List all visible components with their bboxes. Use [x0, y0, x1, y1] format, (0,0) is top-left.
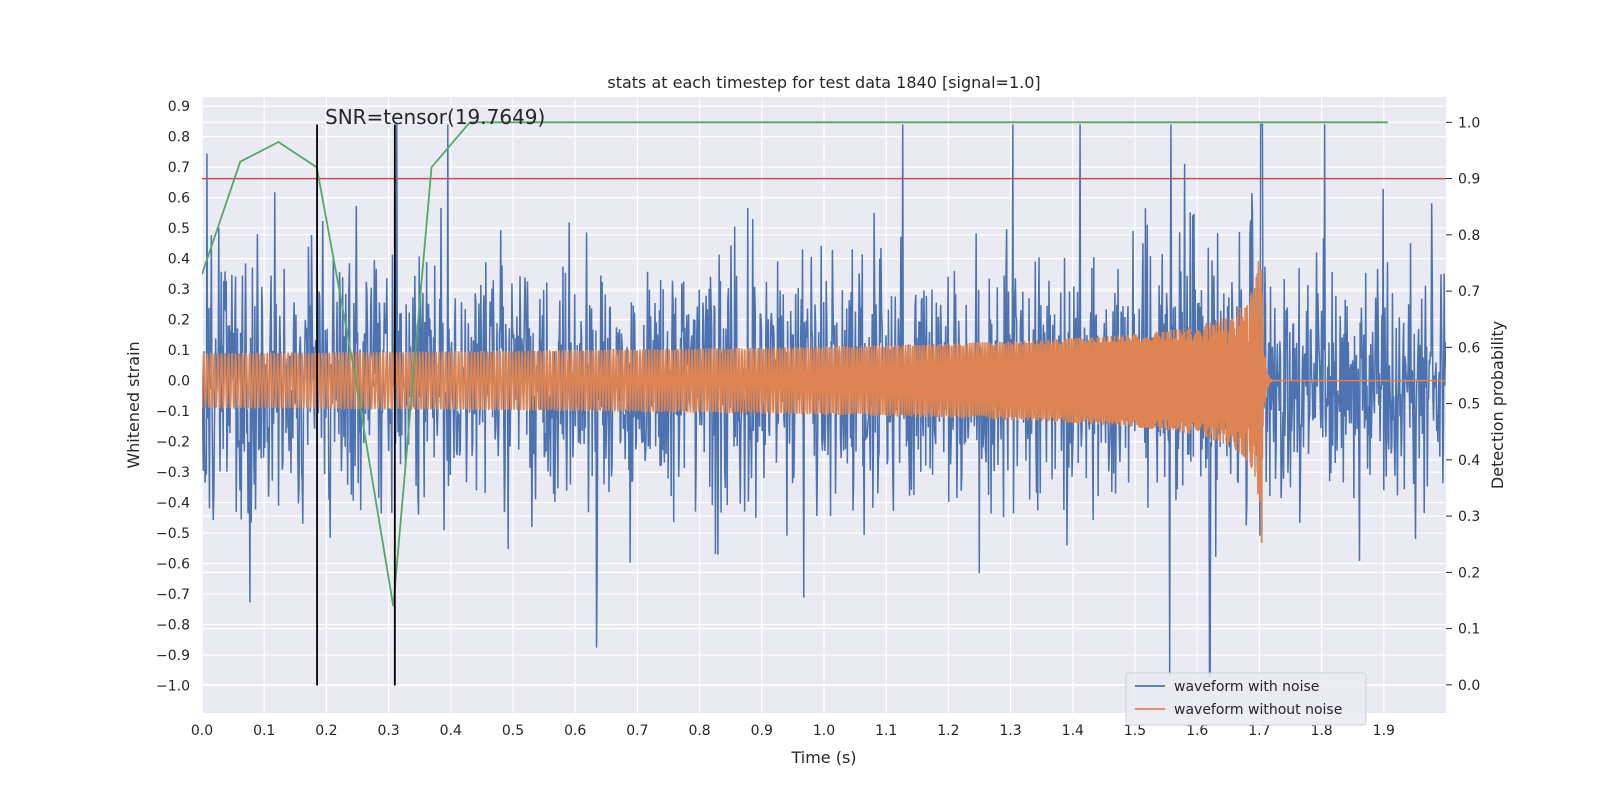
x-tick-label: 1.0 — [813, 723, 835, 739]
x-tick-label: 0.0 — [191, 723, 213, 739]
x-tick-label: 0.9 — [751, 723, 773, 739]
series-detection-probability — [202, 121, 1388, 607]
y-left-tick-label: 0.3 — [168, 282, 190, 298]
x-tick-label: 1.5 — [1124, 723, 1146, 739]
y-right-tick-label: 0.9 — [1458, 172, 1480, 188]
legend-box — [1125, 672, 1367, 726]
y-left-tick-label: −0.1 — [156, 404, 190, 420]
y-axis-left-ticks: 0.9 0.8 0.7 0.6 0.5 0.4 0.3 0.2 0.1 0.0 −0.1 −0.2 −0… — [156, 99, 190, 694]
y-axis-right-label: Detection probability — [1488, 321, 1507, 489]
y-left-tick-label: −0.3 — [156, 465, 190, 481]
y-right-tick-label: 0.4 — [1458, 453, 1480, 469]
y-left-tick-label: 0.0 — [168, 374, 190, 390]
y-left-tick-label: 0.7 — [168, 160, 190, 176]
x-tick-label: 0.6 — [564, 723, 586, 739]
y-axis-left-label: Whitened strain — [124, 341, 143, 468]
y-left-tick-label: −0.8 — [156, 618, 190, 634]
x-tick-label: 1.2 — [937, 723, 959, 739]
x-tick-label: 0.1 — [253, 723, 275, 739]
x-tick-label: 1.3 — [999, 723, 1021, 739]
legend-label-clean: waveform without noise — [1174, 702, 1342, 718]
x-tick-label: 0.7 — [626, 723, 648, 739]
series-waveform-without-noise — [202, 261, 1446, 543]
x-tick-label: 1.6 — [1186, 723, 1208, 739]
y-right-tick-label: 0.8 — [1458, 228, 1480, 244]
x-tick-label: 0.3 — [377, 723, 399, 739]
legend-label-noise: waveform with noise — [1174, 679, 1319, 695]
snr-annotation: SNR=tensor(19.7649) — [325, 105, 545, 129]
chart-title: stats at each timestep for test data 184… — [607, 73, 1040, 92]
legend: waveform with noise waveform without noi… — [1125, 672, 1367, 726]
x-tick-label: 1.4 — [1062, 723, 1084, 739]
x-tick-label: 0.2 — [315, 723, 337, 739]
y-left-tick-label: −0.5 — [156, 526, 190, 542]
y-left-tick-label: −0.9 — [156, 648, 190, 664]
y-left-tick-label: 0.2 — [168, 313, 190, 329]
y-axis-right-ticks: 1.0 0.9 0.8 0.7 0.6 0.5 0.4 0.3 0.2 0.1 0.0 — [1446, 115, 1480, 694]
y-left-tick-label: −0.2 — [156, 435, 190, 451]
x-tick-label: 0.8 — [688, 723, 710, 739]
y-right-tick-label: 0.2 — [1458, 565, 1480, 581]
y-right-tick-label: 0.3 — [1458, 509, 1480, 525]
y-left-tick-label: 0.9 — [168, 99, 190, 115]
y-left-tick-label: −0.7 — [156, 587, 190, 603]
x-tick-label: 1.8 — [1310, 723, 1332, 739]
y-left-tick-label: −0.4 — [156, 496, 190, 512]
vertical-markers — [316, 124, 396, 686]
y-right-tick-label: 0.1 — [1458, 622, 1480, 638]
y-left-tick-label: 0.1 — [168, 343, 190, 359]
y-left-tick-label: 0.4 — [168, 252, 190, 268]
x-tick-label: 1.1 — [875, 723, 897, 739]
y-right-tick-label: 0.7 — [1458, 284, 1480, 300]
y-right-tick-label: 0.5 — [1458, 397, 1480, 413]
y-left-tick-label: −0.6 — [156, 557, 190, 573]
y-left-tick-label: 0.6 — [168, 191, 190, 207]
x-axis-label: Time (s) — [790, 748, 856, 767]
x-tick-label: 1.7 — [1248, 723, 1270, 739]
x-axis-ticks: 0.0 0.1 0.2 0.3 0.4 0.5 0.6 0.7 0.8 0.9 1.0 1.1 1.2 1… — [191, 723, 1395, 739]
y-left-tick-label: −1.0 — [156, 679, 190, 695]
x-tick-label: 0.5 — [502, 723, 524, 739]
y-right-tick-label: 1.0 — [1458, 115, 1480, 131]
x-tick-label: 1.9 — [1373, 723, 1395, 739]
x-tick-label: 0.4 — [440, 723, 462, 739]
y-right-tick-label: 0.6 — [1458, 340, 1480, 356]
y-right-tick-label: 0.0 — [1458, 678, 1480, 694]
y-left-tick-label: 0.8 — [168, 130, 190, 146]
y-left-tick-label: 0.5 — [168, 221, 190, 237]
